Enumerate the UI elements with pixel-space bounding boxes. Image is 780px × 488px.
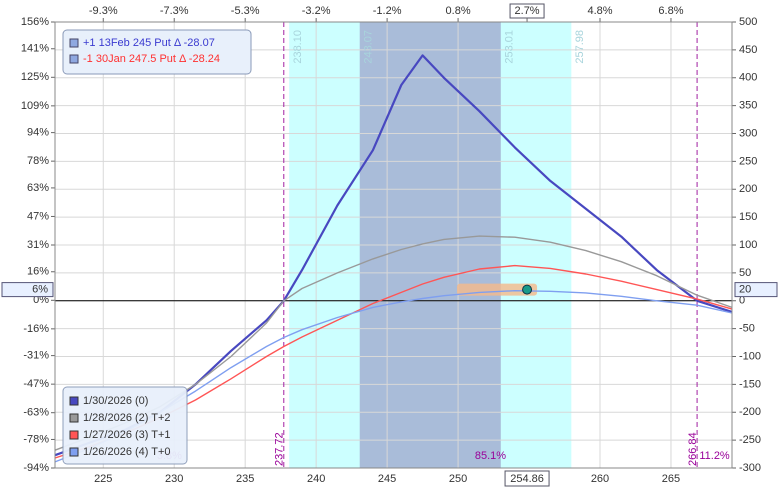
current-value-label: 20 <box>739 284 751 296</box>
x-tick-label: 235 <box>236 473 254 485</box>
x2-tick-label: -1.2% <box>373 5 402 17</box>
x2-tick-label: -7.3% <box>160 5 189 17</box>
current-value-box <box>734 282 778 298</box>
legend-swatch <box>69 413 79 423</box>
y2-tick-label: 0% <box>33 294 49 306</box>
x2-tick-label: 2.7% <box>515 5 540 17</box>
legend-label: 1/27/2026 (3) T+1 <box>83 429 171 441</box>
x-tick-label: 225 <box>94 473 112 485</box>
y-tick-label: 500 <box>739 16 757 28</box>
current-price-label: 254.86 <box>510 473 544 485</box>
x-tick-label: 265 <box>662 473 680 485</box>
y-tick-label: 100 <box>739 239 757 251</box>
x-tick-label: 250 <box>449 473 467 485</box>
y2-tick-label: 109% <box>21 100 49 112</box>
y-tick-label: -50 <box>739 323 755 335</box>
x2-tick-label: -5.3% <box>231 5 260 17</box>
y2-tick-label: 63% <box>27 182 49 194</box>
legend-swatch <box>69 38 79 48</box>
legend-swatch <box>69 447 79 457</box>
y-tick-label: 350 <box>739 100 757 112</box>
probability-label: 11.2% <box>699 450 730 462</box>
series-legend <box>62 386 188 465</box>
legend-label: 1/28/2026 (2) T+2 <box>83 412 171 424</box>
y2-tick-label: -63% <box>23 407 49 419</box>
x-tick-label: 260 <box>591 473 609 485</box>
x2-tick-label: -9.3% <box>89 5 118 17</box>
y-tick-label: -300 <box>739 462 761 474</box>
y2-tick-label: 125% <box>21 71 49 83</box>
y2-tick-label: 141% <box>21 43 49 55</box>
positions-legend <box>62 29 252 75</box>
y-tick-label: 450 <box>739 44 757 56</box>
band-label: 257.98 <box>574 30 586 64</box>
y-tick-label: -200 <box>739 406 761 418</box>
x-tick-label: 230 <box>165 473 183 485</box>
legend-swatch <box>69 54 79 64</box>
plot-frame <box>54 21 733 469</box>
y-tick-label: 0 <box>739 295 745 307</box>
x-tick-label: 245 <box>378 473 396 485</box>
y2-tick-label: 156% <box>21 16 49 28</box>
y-tick-label: 300 <box>739 127 757 139</box>
y-tick-label: -250 <box>739 434 761 446</box>
y2-tick-label: 78% <box>27 155 49 167</box>
y2-tick-label: -78% <box>23 433 49 445</box>
position-label: +1 13Feb 245 Put Δ -28.07 <box>83 37 215 49</box>
legend-swatch <box>69 396 79 406</box>
probability-label: 85.1% <box>475 450 506 462</box>
band-label: 243.07 <box>363 30 375 64</box>
band-label: 253.01 <box>504 30 516 64</box>
x2-tick-label: 6.8% <box>658 5 683 17</box>
y2-tick-label: -31% <box>23 350 49 362</box>
y-tick-label: 50 <box>739 267 751 279</box>
legend-swatch <box>69 430 79 440</box>
y2-tick-label: 16% <box>27 266 49 278</box>
y2-tick-label: -47% <box>23 378 49 390</box>
y-tick-label: 200 <box>739 183 757 195</box>
current-point <box>522 284 533 295</box>
position-label: -1 30Jan 247.5 Put Δ -28.24 <box>83 53 220 65</box>
y-tick-label: -100 <box>739 350 761 362</box>
y-tick-label: 250 <box>739 155 757 167</box>
current-price-box <box>504 470 550 487</box>
y2-tick-label: -94% <box>23 462 49 474</box>
current-pct-box <box>1 282 54 298</box>
y-tick-label: -150 <box>739 378 761 390</box>
y2-tick-label: 94% <box>27 127 49 139</box>
y-tick-label: 400 <box>739 72 757 84</box>
legend-label: 1/30/2026 (0) <box>83 395 148 407</box>
legend-label: 1/26/2026 (4) T+0 <box>83 446 171 458</box>
y2-tick-label: 47% <box>27 210 49 222</box>
y2-tick-label: 31% <box>27 239 49 251</box>
y2-tick-label: -16% <box>23 323 49 335</box>
current-pct-label: 6% <box>32 284 48 296</box>
breakeven-label: 237.72 <box>274 432 286 466</box>
y-tick-label: 150 <box>739 211 757 223</box>
x2-tick-label: 0.8% <box>446 5 471 17</box>
band-label: 238.10 <box>292 30 304 64</box>
x2-tick-label: 4.8% <box>587 5 612 17</box>
x2-tick-label: -3.2% <box>302 5 331 17</box>
x-tick-label: 240 <box>307 473 325 485</box>
breakeven-label: 266.84 <box>687 432 699 466</box>
